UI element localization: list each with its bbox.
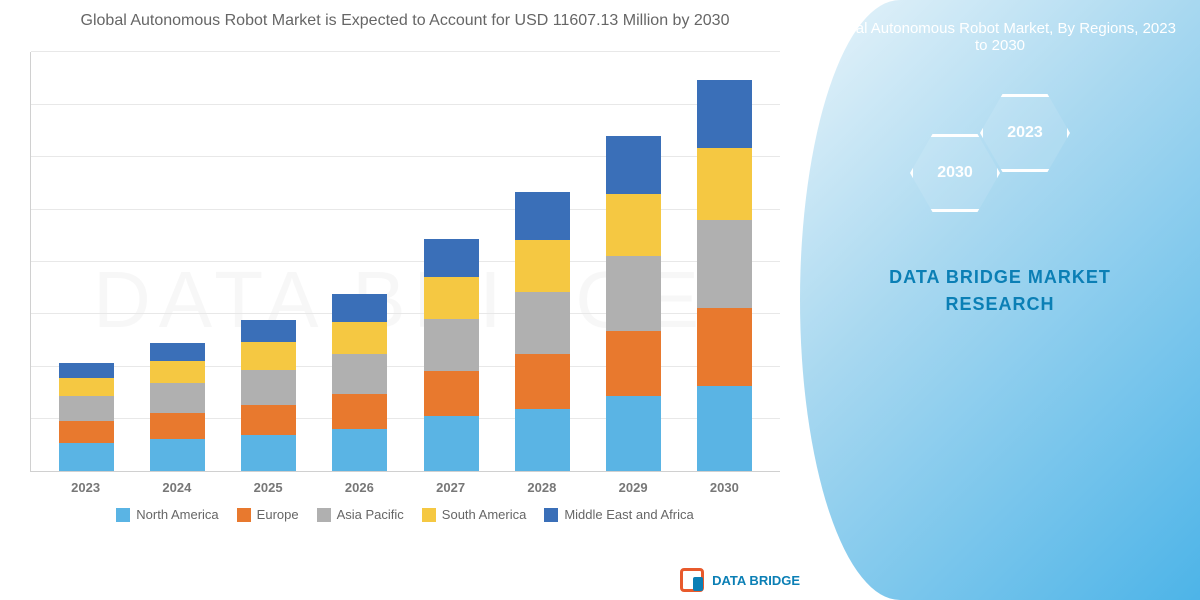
bar-segment: [697, 220, 752, 308]
legend-label: Europe: [257, 507, 299, 522]
x-axis-label: 2023: [56, 480, 116, 495]
legend-swatch: [544, 508, 558, 522]
x-axis-label: 2027: [421, 480, 481, 495]
bar-stack: [332, 294, 387, 471]
bar-group: [603, 136, 663, 471]
bar-segment: [59, 363, 114, 378]
brand-line-1: DATA BRIDGE MARKET: [889, 264, 1111, 291]
bar-stack: [515, 192, 570, 471]
bar-segment: [606, 331, 661, 396]
x-axis-labels: 2023 2024 2025 2026 2027 2028 2029 2030: [30, 472, 780, 495]
legend-item: South America: [422, 507, 527, 522]
x-axis-label: 2029: [603, 480, 663, 495]
info-subtitle: Global Autonomous Robot Market, By Regio…: [800, 20, 1200, 54]
main-container: DATA BRIDGE Global Autonomous Robot Mark…: [0, 0, 1200, 600]
legend: North America Europe Asia Pacific South Ame…: [30, 507, 780, 522]
x-axis-label: 2028: [512, 480, 572, 495]
bar-group: [421, 239, 481, 471]
hex-2023-label: 2023: [1007, 124, 1043, 142]
chart-plot-area: [30, 52, 780, 472]
bar-segment: [424, 277, 479, 319]
bar-segment: [59, 443, 114, 471]
bar-segment: [332, 429, 387, 471]
bar-segment: [59, 378, 114, 396]
logo-icon: [680, 568, 704, 592]
hex-2030-label: 2030: [937, 164, 973, 182]
chart-panel: DATA BRIDGE Global Autonomous Robot Mark…: [0, 0, 800, 600]
bar-stack: [59, 363, 114, 471]
bar-segment: [515, 292, 570, 354]
legend-swatch: [237, 508, 251, 522]
bar-group: [148, 343, 208, 471]
bar-segment: [515, 240, 570, 292]
x-axis-label: 2026: [329, 480, 389, 495]
legend-swatch: [422, 508, 436, 522]
x-axis-label: 2025: [238, 480, 298, 495]
bar-segment: [332, 294, 387, 322]
bar-segment: [515, 409, 570, 471]
footer-logo: DATA BRIDGE: [680, 568, 800, 592]
bar-segment: [241, 320, 296, 342]
bar-segment: [697, 148, 752, 220]
bar-segment: [424, 416, 479, 471]
bar-segment: [59, 421, 114, 443]
legend-item: Middle East and Africa: [544, 507, 693, 522]
bar-segment: [424, 319, 479, 371]
bar-segment: [606, 256, 661, 331]
bar-segment: [332, 354, 387, 394]
bar-segment: [697, 308, 752, 386]
bar-segment: [150, 343, 205, 361]
bar-segment: [150, 383, 205, 413]
legend-label: South America: [442, 507, 527, 522]
legend-swatch: [116, 508, 130, 522]
legend-item: North America: [116, 507, 218, 522]
bar-segment: [515, 192, 570, 240]
bar-stack: [424, 239, 479, 471]
bar-group: [330, 294, 390, 471]
bar-segment: [150, 413, 205, 439]
bar-group: [512, 192, 572, 471]
bar-segment: [241, 370, 296, 405]
bar-group: [57, 363, 117, 471]
bar-stack: [606, 136, 661, 471]
x-axis-label: 2024: [147, 480, 207, 495]
bar-segment: [59, 396, 114, 421]
bar-segment: [424, 239, 479, 277]
info-panel: Global Autonomous Robot Market, By Regio…: [800, 0, 1200, 600]
legend-item: Asia Pacific: [317, 507, 404, 522]
bar-group: [694, 80, 754, 471]
bar-segment: [697, 386, 752, 471]
brand-line-2: RESEARCH: [889, 291, 1111, 318]
bar-stack: [241, 320, 296, 471]
bar-segment: [697, 80, 752, 148]
legend-swatch: [317, 508, 331, 522]
hex-2023: 2023: [980, 94, 1070, 172]
bar-segment: [424, 371, 479, 416]
bar-group: [239, 320, 299, 471]
bar-segment: [241, 435, 296, 471]
footer-logo-text: DATA BRIDGE: [712, 573, 800, 588]
bar-segment: [606, 194, 661, 256]
bar-stack: [150, 343, 205, 471]
legend-item: Europe: [237, 507, 299, 522]
hex-group: 2030 2023: [910, 94, 1090, 234]
bar-segment: [150, 439, 205, 471]
bar-segment: [150, 361, 205, 383]
chart-title: Global Autonomous Robot Market is Expect…: [30, 10, 780, 32]
brand-text: DATA BRIDGE MARKET RESEARCH: [889, 264, 1111, 318]
legend-label: North America: [136, 507, 218, 522]
bar-segment: [241, 342, 296, 370]
legend-label: Middle East and Africa: [564, 507, 693, 522]
bars-wrap: [31, 52, 780, 471]
bar-segment: [515, 354, 570, 409]
bar-segment: [606, 136, 661, 194]
x-axis-label: 2030: [694, 480, 754, 495]
bar-stack: [697, 80, 752, 471]
bar-segment: [332, 394, 387, 429]
bar-segment: [606, 396, 661, 471]
bar-segment: [332, 322, 387, 354]
legend-label: Asia Pacific: [337, 507, 404, 522]
bar-segment: [241, 405, 296, 435]
